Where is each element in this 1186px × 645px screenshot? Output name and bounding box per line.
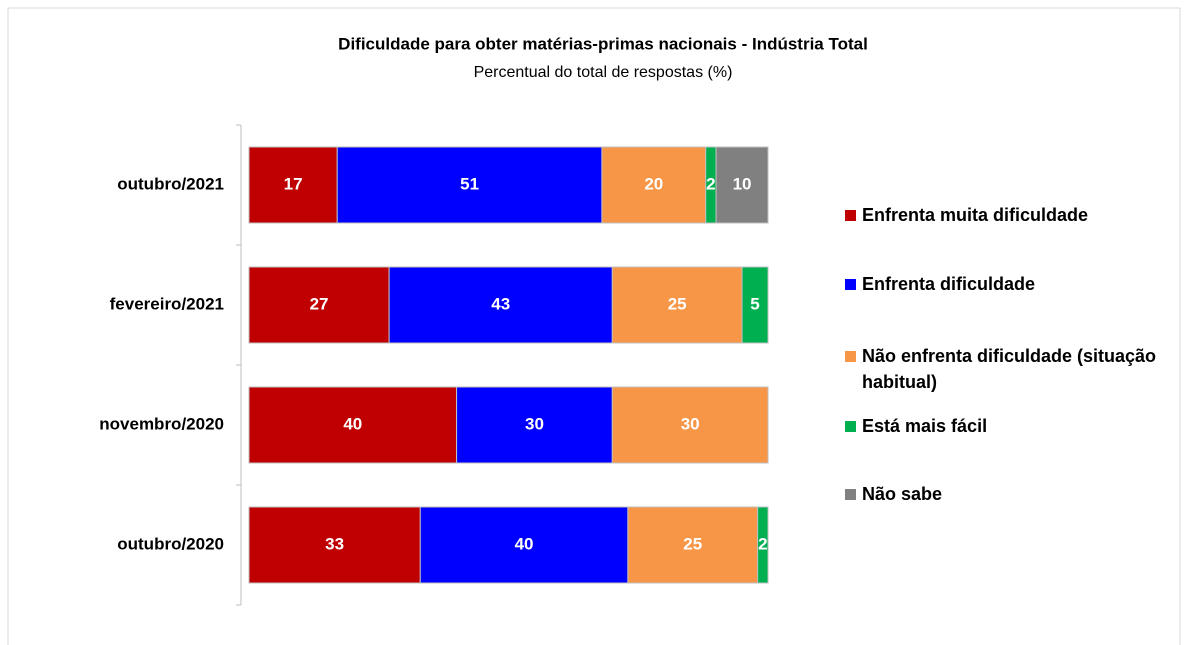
data-label: 20: [644, 174, 663, 193]
data-label: 2: [706, 174, 715, 193]
bar-segment: [715, 146, 769, 224]
data-label: 51: [460, 174, 479, 193]
legend-item: Está mais fácil: [845, 413, 1175, 439]
data-label: 2: [758, 534, 767, 553]
bar-segment: [419, 506, 629, 584]
data-label: 10: [733, 174, 752, 193]
bar-segment: [611, 386, 769, 464]
category-label: outubro/2020: [117, 534, 224, 553]
bar-segment: [601, 146, 707, 224]
legend-item: Enfrenta muita dificuldade: [845, 202, 1175, 228]
legend-swatch: [845, 421, 856, 432]
chart-frame: [7, 7, 1181, 645]
legend-label: Não enfrenta dificuldade (situação habit…: [862, 346, 1157, 392]
bar-segment: [456, 386, 613, 464]
legend-swatch: [845, 489, 856, 500]
bar-segment: [388, 266, 613, 344]
chart-subtitle: Percentual do total de respostas (%): [474, 64, 733, 81]
legend-label: Enfrenta muita dificuldade: [862, 205, 1089, 225]
legend-label: Não sabe: [862, 484, 943, 504]
bar-segment: [336, 146, 603, 224]
data-label: 30: [525, 414, 544, 433]
legend-item: Não sabe: [845, 481, 1175, 507]
category-label: outubro/2021: [117, 174, 224, 193]
legend-swatch: [845, 210, 856, 221]
bar-segment: [627, 506, 759, 584]
data-label: 40: [515, 534, 534, 553]
legend-item: Enfrenta dificuldade: [845, 271, 1175, 297]
data-label: 25: [683, 534, 702, 553]
data-label: 5: [750, 294, 759, 313]
data-label: 43: [491, 294, 510, 313]
legend-item: Não enfrenta dificuldade (situação habit…: [845, 343, 1175, 395]
legend-label: Enfrenta dificuldade: [862, 274, 1036, 294]
bar-segment: [611, 266, 743, 344]
data-label: 30: [681, 414, 700, 433]
bar-segment: [757, 506, 769, 584]
data-label: 33: [325, 534, 344, 553]
data-label: 17: [284, 174, 303, 193]
bar-segment: [248, 266, 390, 344]
bar-segment: [741, 266, 769, 344]
bar-segment: [248, 146, 338, 224]
legend-label: Está mais fácil: [862, 416, 988, 436]
chart-title: Dificuldade para obter matérias-primas n…: [338, 34, 868, 53]
data-label: 25: [668, 294, 687, 313]
category-label: fevereiro/2021: [110, 294, 224, 313]
legend-swatch: [845, 279, 856, 290]
data-label: 27: [310, 294, 329, 313]
category-label: novembro/2020: [99, 414, 224, 433]
legend-swatch: [845, 351, 856, 362]
bar-segment: [248, 506, 421, 584]
data-label: 40: [343, 414, 362, 433]
